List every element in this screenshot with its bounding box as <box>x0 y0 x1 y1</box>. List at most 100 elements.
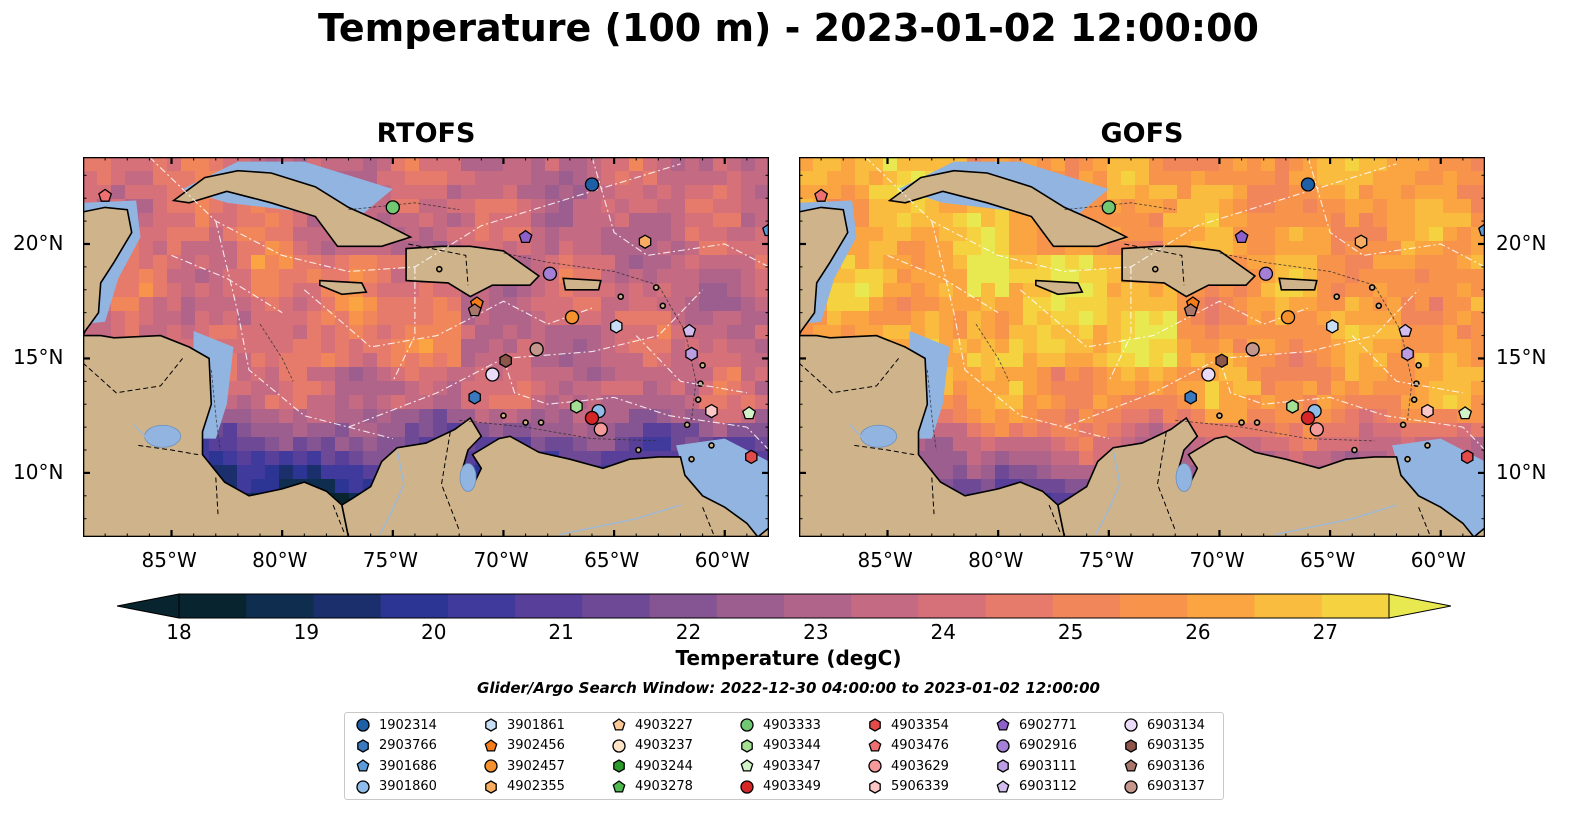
hexagon-icon <box>741 738 753 753</box>
circle-icon <box>1124 779 1138 794</box>
circle-icon <box>484 759 498 773</box>
colorbar-segment <box>179 594 247 618</box>
colorbar-segment <box>1120 594 1188 618</box>
float-marker-4903629 <box>1309 422 1324 437</box>
colorbar-segment <box>1187 594 1256 618</box>
legend-item-5906339: 5906339 <box>867 777 949 797</box>
legend-item-4903349: 4903349 <box>739 777 821 797</box>
legend-item-3901686: 3901686 <box>355 756 437 776</box>
float-marker-6902916 <box>542 266 558 281</box>
lon-tick-label: 85°W <box>857 548 913 572</box>
legend-marker <box>996 779 1010 793</box>
panel-title-gofs: GOFS <box>1100 118 1184 149</box>
float-marker-6902771 <box>518 229 533 244</box>
legend-item-6903136: 6903136 <box>1123 756 1205 776</box>
legend-marker <box>868 738 882 752</box>
legend-label: 1902314 <box>379 717 437 733</box>
colorbar-min-extend <box>117 593 180 619</box>
colorbar-tick-label: 27 <box>1312 620 1339 644</box>
hexagon-icon <box>485 718 497 732</box>
legend-marker <box>740 759 754 772</box>
legend-marker <box>613 759 625 773</box>
circle-icon <box>356 779 370 794</box>
float-marker-6902771 <box>1234 229 1249 244</box>
float-marker-4902355 <box>1354 234 1368 249</box>
lon-tick-label: 65°W <box>584 548 640 572</box>
legend-item-4903333: 4903333 <box>739 715 821 735</box>
legend-marker <box>740 718 754 732</box>
legend-label: 4903333 <box>763 717 821 733</box>
legend-item-6903134: 6903134 <box>1123 715 1205 735</box>
colorbar-segment <box>515 594 583 618</box>
legend-marker <box>869 718 881 732</box>
pentagon-icon <box>740 759 754 772</box>
legend-item-4903347: 4903347 <box>739 756 821 776</box>
legend-label: 3901860 <box>379 779 437 794</box>
float-marker-4903333 <box>385 200 400 215</box>
legend-item-6903112: 6903112 <box>995 777 1077 797</box>
float-marker-4903347 <box>742 406 757 420</box>
lon-tick-label: 75°W <box>1078 548 1135 572</box>
float-marker-4903344 <box>1286 399 1299 414</box>
legend-label: 4902355 <box>507 779 565 794</box>
colorbar-tick-label: 24 <box>930 620 956 644</box>
float-marker-4903347 <box>1458 406 1473 420</box>
legend-marker <box>484 759 498 773</box>
lon-tick-label: 70°W <box>1189 548 1245 572</box>
search-window-text: Glider/Argo Search Window: 2022-12-30 04… <box>477 679 1100 697</box>
circle-icon <box>356 718 370 732</box>
lat-tick-label-left: 20°N <box>13 230 64 255</box>
float-marker-6903135 <box>1215 353 1228 368</box>
legend-item-2903766: 2903766 <box>355 736 437 756</box>
float-marker-6903135 <box>499 353 512 368</box>
colorbar-segment <box>985 594 1054 618</box>
legend-label: 4903344 <box>763 738 821 753</box>
legend-label: 4903629 <box>891 758 949 774</box>
colorbar-tick-label: 22 <box>675 620 702 644</box>
lon-tick-label: 75°W <box>362 548 419 572</box>
colorbar-tick-label: 21 <box>548 620 574 644</box>
hexagon-icon <box>613 759 625 773</box>
legend-item-6903111: 6903111 <box>995 756 1077 776</box>
legend-item-4903476: 4903476 <box>867 736 949 756</box>
legend-item-3902457: 3902457 <box>483 756 565 776</box>
circle-icon <box>740 718 754 732</box>
float-marker-3901861 <box>1326 319 1339 334</box>
legend-item-3902456: 3902456 <box>483 736 565 756</box>
float-marker-5906339 <box>1421 403 1434 419</box>
float-marker-3901861 <box>610 319 623 334</box>
float-marker-3902457 <box>564 310 580 325</box>
gofs-map-canvas <box>799 157 1485 537</box>
pentagon-icon <box>612 779 626 793</box>
colorbar-tick-label: 25 <box>1057 620 1084 644</box>
pentagon-icon <box>484 738 498 752</box>
legend-marker <box>612 779 626 793</box>
legend-label: 3901686 <box>379 758 437 774</box>
lon-tick-label: 65°W <box>1300 548 1356 572</box>
float-marker-1902314 <box>1300 177 1316 192</box>
colorbar-segment <box>1321 594 1390 618</box>
float-marker-6903137 <box>1245 342 1260 357</box>
legend-marker <box>741 738 753 753</box>
legend-item-3901861: 3901861 <box>483 715 565 735</box>
float-marker-2903766 <box>1184 390 1197 405</box>
circle-icon <box>868 759 882 773</box>
legend-label: 4903349 <box>763 779 821 794</box>
hexagon-icon <box>485 779 497 794</box>
float-marker-4903349 <box>584 410 600 426</box>
float-marker-4903476 <box>814 188 829 202</box>
lat-tick-label-right: 15°N <box>1496 345 1547 370</box>
colorbar-segment <box>447 594 516 618</box>
colorbar-max-extend <box>1388 593 1451 619</box>
colorbar-segment <box>716 594 785 618</box>
hexagon-icon <box>869 718 881 732</box>
legend-label: 5906339 <box>891 779 949 794</box>
float-marker-3901686 <box>762 223 769 237</box>
float-marker-4903476 <box>98 188 113 202</box>
float-marker-3901686 <box>1478 223 1485 237</box>
legend-label: 3901861 <box>507 717 565 733</box>
legend-item-6903137: 6903137 <box>1123 777 1205 797</box>
colorbar-tick-label: 26 <box>1185 620 1211 644</box>
float-marker-6903112 <box>1398 323 1413 337</box>
legend-marker <box>612 738 626 753</box>
